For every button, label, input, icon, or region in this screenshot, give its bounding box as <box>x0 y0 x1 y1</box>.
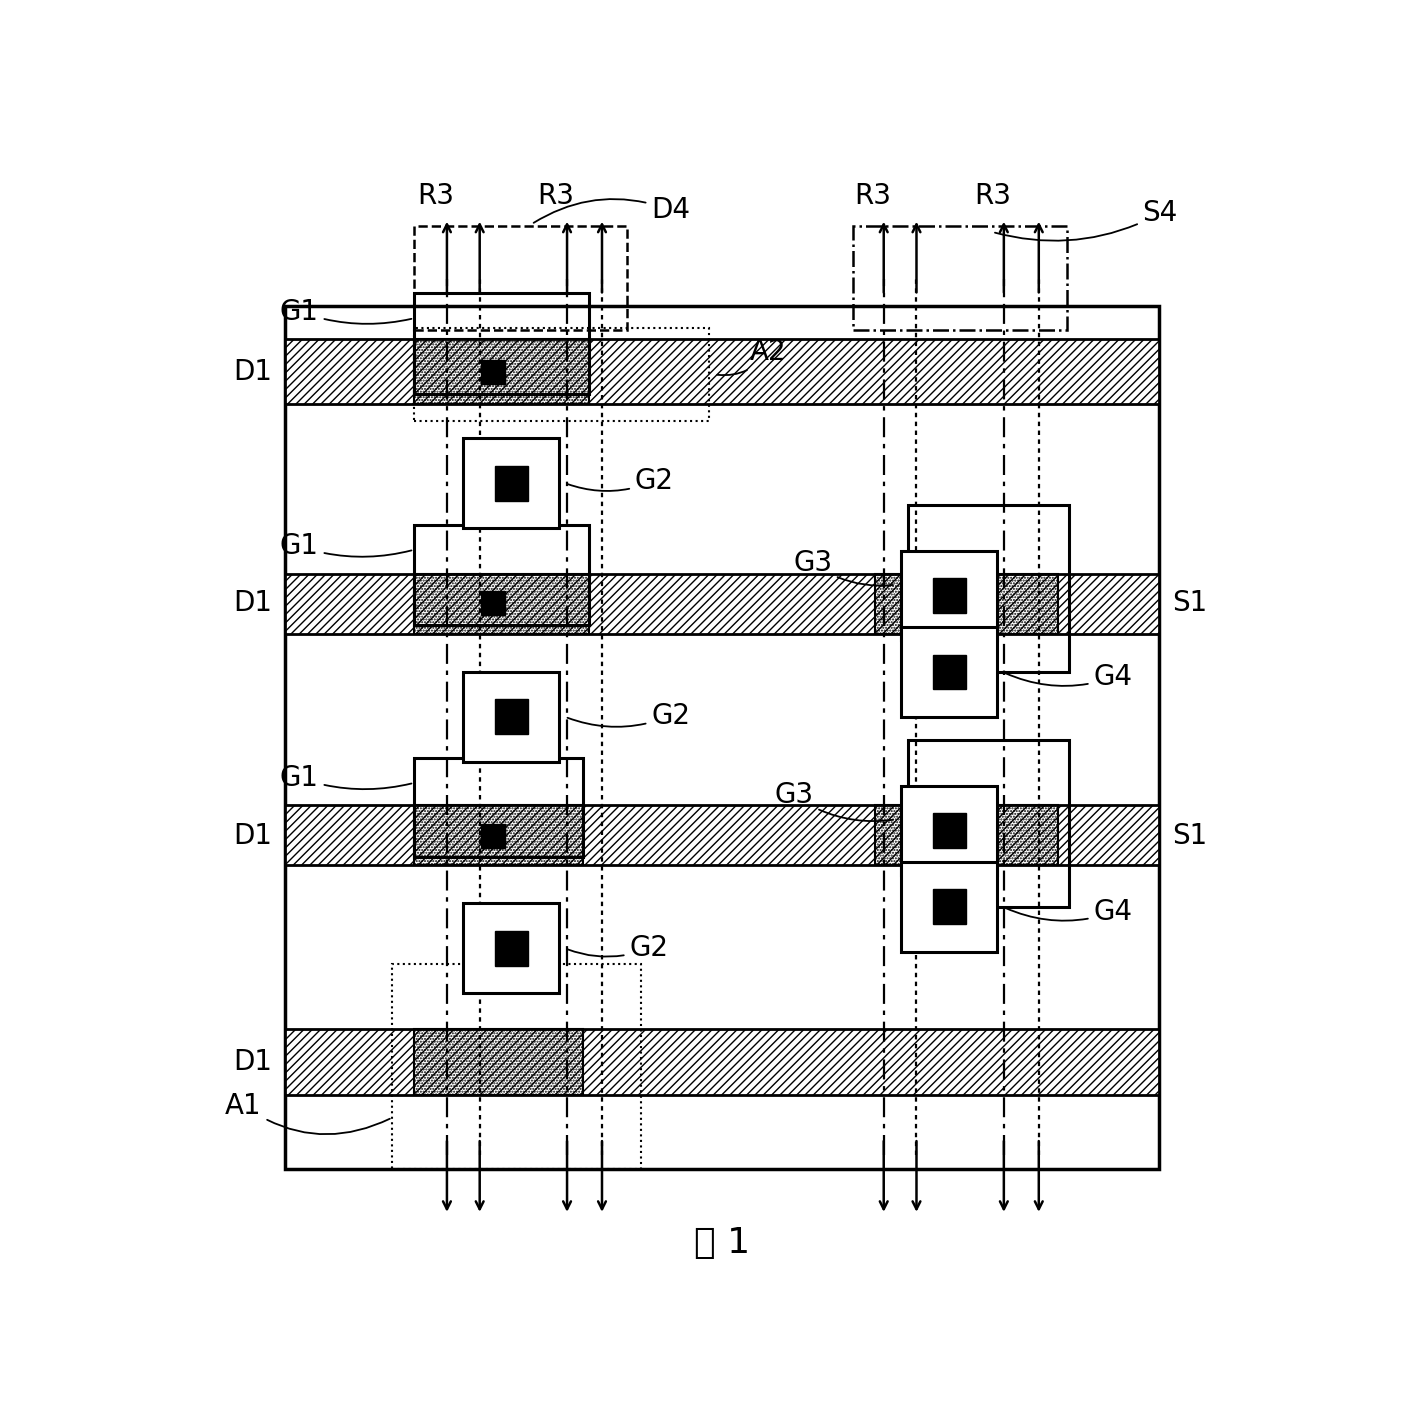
Bar <box>495 700 528 734</box>
Bar <box>495 466 528 501</box>
Bar <box>902 863 998 951</box>
Bar <box>392 964 641 1170</box>
Bar <box>875 805 1058 865</box>
Bar <box>480 824 504 848</box>
Bar <box>414 1030 583 1095</box>
Text: D4: D4 <box>534 196 690 224</box>
Text: G1: G1 <box>280 533 411 560</box>
Text: G2: G2 <box>568 467 674 496</box>
Text: R3: R3 <box>538 183 575 210</box>
Bar <box>285 306 1160 1170</box>
Bar <box>464 438 559 528</box>
Text: R3: R3 <box>417 183 455 210</box>
Text: D1: D1 <box>234 590 272 617</box>
Bar <box>414 227 627 330</box>
Bar <box>414 805 583 865</box>
Bar <box>875 574 1058 634</box>
Bar <box>933 578 965 613</box>
Text: G1: G1 <box>280 764 411 793</box>
Bar <box>414 338 589 404</box>
Text: G4: G4 <box>1005 664 1133 691</box>
Text: G3: G3 <box>793 548 893 585</box>
Text: 图 1: 图 1 <box>695 1227 750 1259</box>
Bar <box>480 591 504 615</box>
Bar <box>933 890 965 924</box>
Bar <box>933 654 965 690</box>
Text: R3: R3 <box>854 183 892 210</box>
Bar <box>285 574 1160 634</box>
Text: S1: S1 <box>1172 821 1208 850</box>
Text: D1: D1 <box>234 821 272 850</box>
Bar <box>414 574 589 634</box>
Bar <box>902 551 998 640</box>
Bar <box>902 627 998 717</box>
Text: A2: A2 <box>717 338 786 376</box>
Text: R3: R3 <box>975 183 1012 210</box>
Text: G2: G2 <box>568 934 668 962</box>
Text: G2: G2 <box>568 701 690 730</box>
Bar <box>414 524 589 625</box>
Bar <box>414 758 583 857</box>
Text: G4: G4 <box>1005 898 1133 927</box>
Bar <box>285 805 1160 865</box>
Text: D1: D1 <box>234 357 272 386</box>
Bar <box>285 1030 1160 1095</box>
Text: G1: G1 <box>280 297 411 326</box>
Bar <box>907 740 1069 907</box>
Text: D1: D1 <box>234 1048 272 1075</box>
Text: G3: G3 <box>775 781 893 821</box>
Bar <box>464 904 559 992</box>
Bar <box>495 931 528 965</box>
Text: A1: A1 <box>225 1091 390 1134</box>
Bar <box>933 813 965 848</box>
Bar <box>414 328 709 421</box>
Text: S1: S1 <box>1172 590 1208 617</box>
Bar <box>464 673 559 761</box>
Bar <box>285 338 1160 404</box>
Bar <box>902 785 998 875</box>
Bar <box>907 506 1069 673</box>
Text: S4: S4 <box>995 200 1178 241</box>
Bar <box>414 293 589 394</box>
Bar <box>854 227 1067 330</box>
Bar <box>480 360 504 384</box>
